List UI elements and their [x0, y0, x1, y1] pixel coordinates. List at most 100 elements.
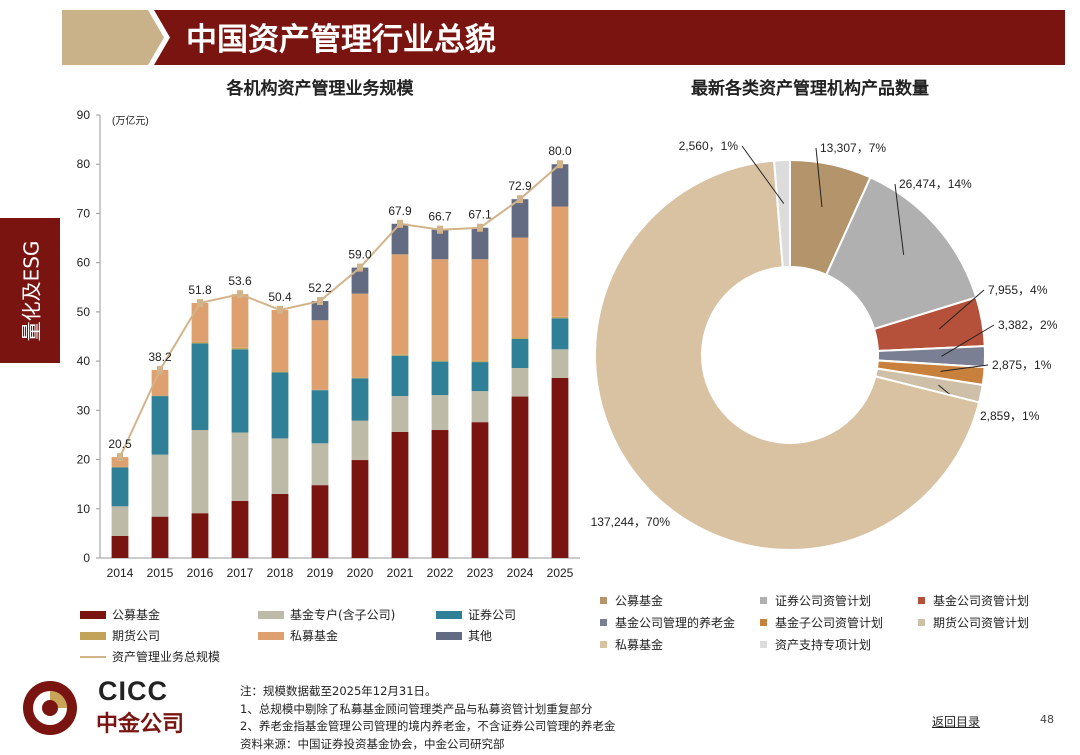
bar-segment	[271, 371, 289, 373]
bar-segment	[351, 293, 369, 378]
donut-slice	[594, 159, 981, 551]
back-to-contents-link[interactable]: 返回目录	[932, 715, 981, 729]
note-line: 注：规模数据截至2025年12月31日。	[240, 684, 437, 698]
bar-segment	[351, 377, 369, 379]
y-tick-label: 20	[77, 453, 91, 467]
x-tick-label: 2015	[147, 566, 174, 580]
x-tick-label: 2016	[187, 566, 214, 580]
legend-swatch	[80, 610, 106, 619]
slice-data-label: 13,307，7%	[820, 141, 886, 155]
bar-segment	[191, 343, 209, 431]
x-tick-label: 2022	[427, 566, 454, 580]
bar-segment	[431, 229, 449, 260]
note-line: 资料来源：中国证券投资基金协会，中金公司研究部	[240, 736, 505, 751]
leader-line	[815, 147, 823, 207]
bar-segment	[551, 316, 569, 319]
bar-segment	[391, 355, 409, 397]
bar-segment	[471, 259, 489, 361]
slice-data-label: 3,382，2%	[998, 318, 1058, 332]
total-marker	[477, 223, 483, 232]
total-data-label: 66.7	[428, 210, 452, 224]
side-tab[interactable]: 量化及ESG	[0, 218, 60, 363]
bar-segment	[391, 354, 409, 356]
x-tick-label: 2019	[307, 566, 334, 580]
y-tick-label: 80	[77, 157, 91, 171]
bar-segment	[311, 390, 329, 444]
leader-line	[741, 145, 785, 204]
header-accent-chevron	[62, 10, 164, 65]
legend-item-futures: 期货公司	[80, 627, 160, 644]
bar-segment	[471, 360, 489, 363]
x-tick-label: 2025	[547, 566, 574, 580]
bar-segment	[431, 361, 449, 396]
bar-segment	[151, 454, 169, 517]
bar-segment	[311, 443, 329, 486]
legend-item-other: 其他	[436, 627, 492, 644]
y-unit-label: (万亿元)	[112, 114, 149, 127]
donut-legend: 公募基金 证券公司资管计划 基金公司资管计划 基金公司管理的养老金 基金子公司资…	[600, 592, 1070, 658]
bar-segment	[271, 494, 289, 558]
x-tick-label: 2018	[267, 566, 294, 580]
x-tick-label: 2021	[387, 566, 414, 580]
legend-item-public-fund: 公募基金	[80, 606, 160, 623]
header-bar: 中国资产管理行业总貌	[62, 10, 1065, 65]
legend-item-securities-plan: 证券公司资管计划	[760, 592, 871, 609]
bar-segment	[111, 457, 129, 467]
legend-swatch	[436, 610, 462, 619]
bar-segment	[471, 391, 489, 423]
total-marker	[397, 219, 403, 228]
slice-data-label: 137,244，70%	[591, 515, 671, 529]
total-marker	[557, 160, 563, 169]
total-data-label: 67.9	[388, 204, 412, 218]
note-line: 2、养老金指基金管理公司管理的境内养老金，不含证券公司管理的养老金	[240, 719, 616, 733]
y-tick-label: 0	[83, 551, 90, 565]
bar-segment	[391, 254, 409, 355]
total-data-label: 72.9	[508, 179, 532, 193]
total-marker	[117, 453, 123, 462]
bar-segment	[511, 199, 529, 238]
note-line: 1、总规模中剔除了私募基金顾问管理类产品与私募资管计划重复部分	[240, 701, 593, 716]
x-tick-label: 2017	[227, 566, 254, 580]
bar-segment	[391, 396, 409, 432]
legend-item-private-fund: 私募基金	[600, 636, 663, 653]
total-data-label: 67.1	[468, 208, 492, 222]
donut-slice	[772, 158, 791, 269]
slice-data-label: 2,560，1%	[679, 139, 739, 153]
bar-segment	[151, 369, 169, 396]
total-data-label: 20.5	[108, 437, 132, 451]
bar-segment	[311, 485, 329, 558]
y-tick-label: 50	[77, 305, 91, 319]
legend-swatch	[436, 631, 462, 640]
total-marker	[277, 305, 283, 314]
bar-segment	[431, 395, 449, 431]
legend-swatch	[258, 610, 284, 619]
bar-segment	[311, 301, 329, 321]
y-tick-label: 60	[77, 256, 91, 270]
bar-segment	[551, 318, 569, 350]
bar-segment	[351, 420, 369, 461]
total-marker	[197, 299, 203, 308]
bar-segment	[551, 377, 569, 558]
total-marker	[157, 365, 163, 374]
bar-segment	[271, 309, 289, 372]
bar-segment	[231, 500, 249, 558]
page-number: 48	[1040, 713, 1054, 726]
bar-segment	[191, 341, 209, 344]
total-marker	[317, 297, 323, 306]
total-marker	[237, 290, 243, 299]
bar-segment	[551, 349, 569, 378]
leader-line	[938, 289, 985, 330]
total-marker	[517, 195, 523, 204]
bar-segment	[431, 430, 449, 558]
x-tick-label: 2014	[107, 566, 134, 580]
page-title: 中国资产管理行业总貌	[186, 22, 496, 58]
bar-segment	[111, 535, 129, 558]
y-tick-label: 90	[77, 108, 91, 122]
bar-segment	[511, 396, 529, 558]
bar-segment	[111, 506, 129, 536]
bar-segment	[231, 294, 249, 348]
bar-chart-title: 各机构资产管理业务规模	[226, 79, 414, 99]
bar-segment	[551, 164, 569, 207]
legend-item-abs-plan: 资产支持专项计划	[760, 636, 871, 653]
slice-data-label: 2,875，1%	[992, 358, 1052, 372]
